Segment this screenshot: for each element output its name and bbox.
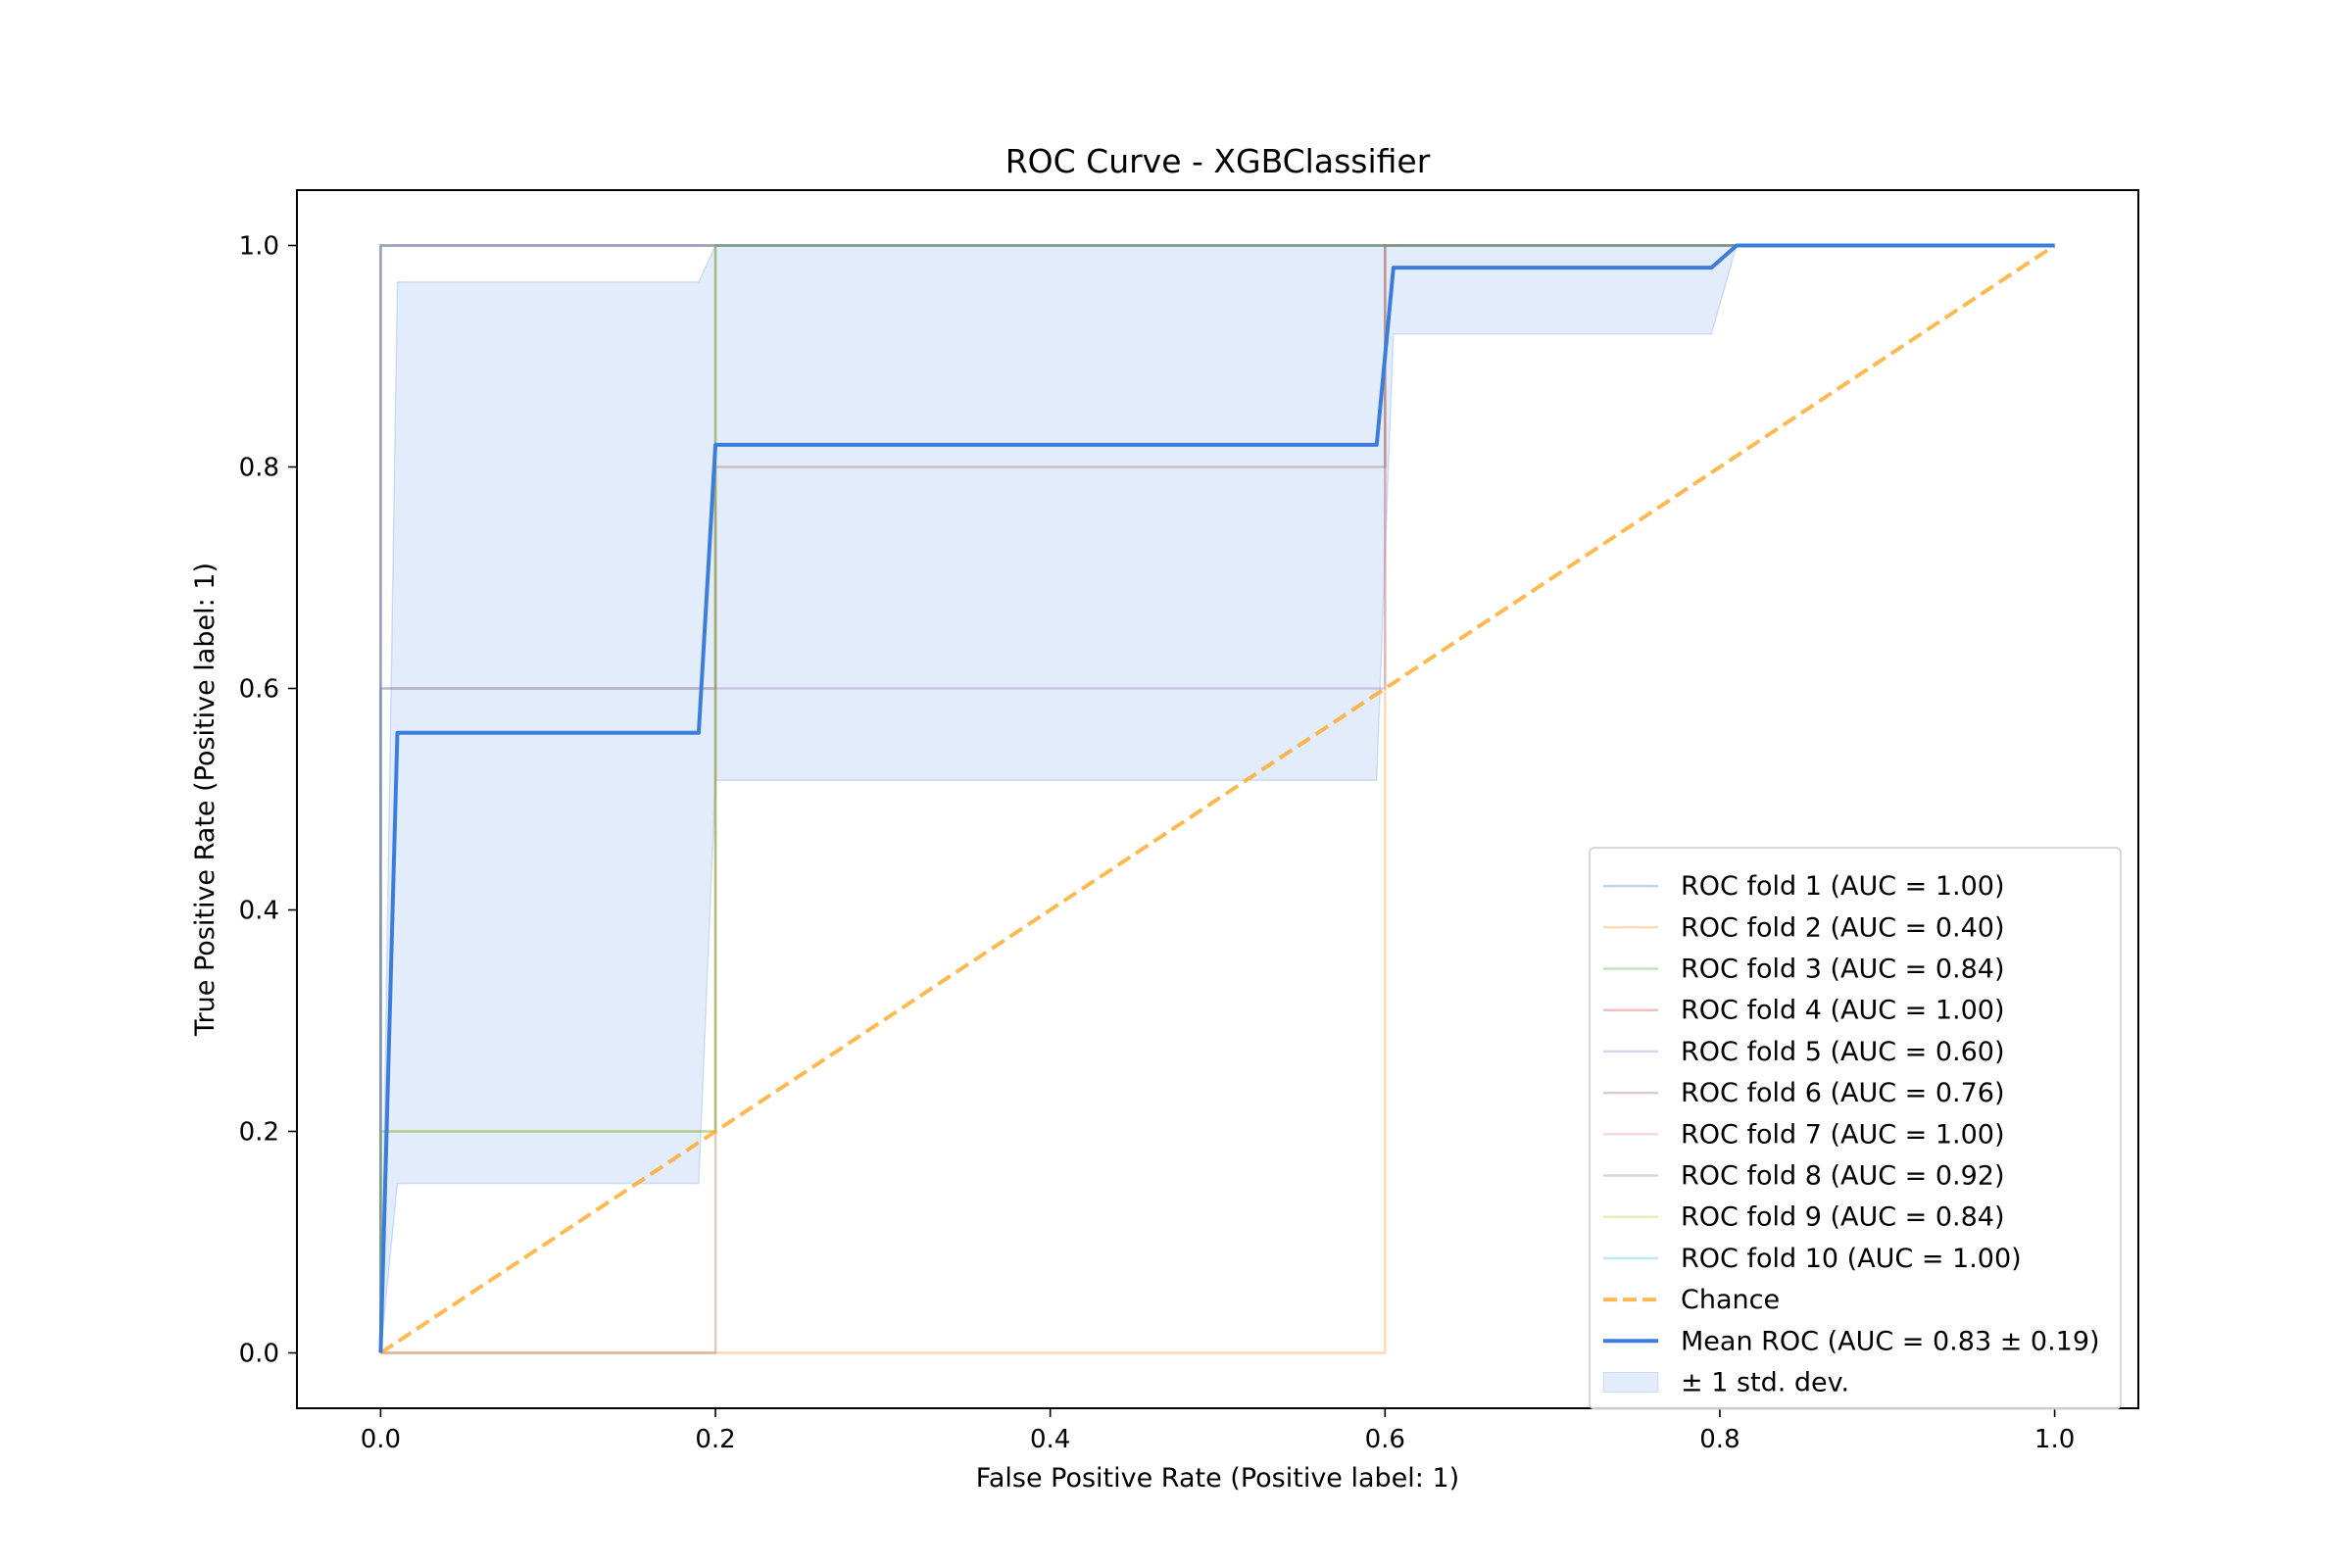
legend-label: ROC fold 8 (AUC = 0.92) <box>1681 1161 2005 1192</box>
legend-label: ROC fold 6 (AUC = 0.76) <box>1681 1078 2005 1108</box>
x-tick-label: 1.0 <box>2034 1425 2075 1454</box>
legend-label: ROC fold 5 (AUC = 0.60) <box>1681 1037 2005 1067</box>
y-tick-label: 0.2 <box>239 1118 279 1148</box>
y-axis-label: True Positive Rate (Positive label: 1) <box>190 563 220 1037</box>
x-tick-label: 0.8 <box>1699 1425 1740 1454</box>
legend-label: Chance <box>1681 1285 1780 1315</box>
series-line-5 <box>379 244 2055 1353</box>
x-tick-label: 0.0 <box>361 1425 401 1454</box>
series-line-7 <box>379 244 2055 1353</box>
legend-label: ROC fold 10 (AUC = 1.00) <box>1681 1244 2022 1274</box>
chart-title: ROC Curve - XGBClassifier <box>1005 142 1431 180</box>
series-layer <box>378 243 2056 1355</box>
y-tick-label: 0.8 <box>239 454 279 483</box>
x-axis-label: False Positive Rate (Positive label: 1) <box>976 1463 1459 1494</box>
legend-label: ± 1 std. dev. <box>1681 1368 1849 1398</box>
x-tick-label: 0.4 <box>1030 1425 1070 1454</box>
legend: ROC fold 1 (AUC = 1.00) ROC fold 2 (AUC =… <box>1589 847 2122 1410</box>
series-line-4 <box>379 244 2055 1353</box>
series-line-12 <box>378 243 2055 1353</box>
legend-box <box>1589 847 2122 1410</box>
legend-swatch <box>1602 1372 1659 1393</box>
series-line-10 <box>379 244 2055 1353</box>
series-line-1 <box>379 244 2055 1353</box>
legend-label: ROC fold 3 (AUC = 0.84) <box>1681 955 2005 985</box>
legend-label: ROC fold 9 (AUC = 0.84) <box>1681 1202 2005 1233</box>
legend-label: Mean ROC (AUC = 0.83 ± 0.19) <box>1681 1326 2100 1356</box>
x-tick-label: 0.6 <box>1365 1425 1405 1454</box>
plot-frame <box>296 189 2139 1409</box>
series-line-2 <box>380 244 2055 1354</box>
legend-label: ROC fold 1 (AUC = 1.00) <box>1681 871 2005 902</box>
legend-label: ROC fold 2 (AUC = 0.40) <box>1681 912 2005 943</box>
std-band-layer <box>379 244 2055 1353</box>
series-line-6 <box>380 244 2055 1354</box>
legend-label: ROC fold 4 (AUC = 1.00) <box>1681 996 2005 1026</box>
y-tick-label: 0.4 <box>239 897 279 926</box>
tick-layer: 0.0 0.2 0.4 0.6 0.8 1.0 0.0 0.2 0.4 0.6 0.8 1.0 <box>239 232 2076 1455</box>
series-line-11 <box>379 243 2056 1355</box>
y-tick-label: 1.0 <box>239 232 279 262</box>
series-line-8 <box>379 244 2055 1353</box>
std-dev-band <box>379 244 2055 1353</box>
y-tick-label: 0.6 <box>239 675 279 705</box>
y-tick-label: 0.0 <box>239 1340 279 1369</box>
legend-label: ROC fold 7 (AUC = 1.00) <box>1681 1119 2005 1150</box>
x-tick-label: 0.2 <box>695 1425 735 1454</box>
